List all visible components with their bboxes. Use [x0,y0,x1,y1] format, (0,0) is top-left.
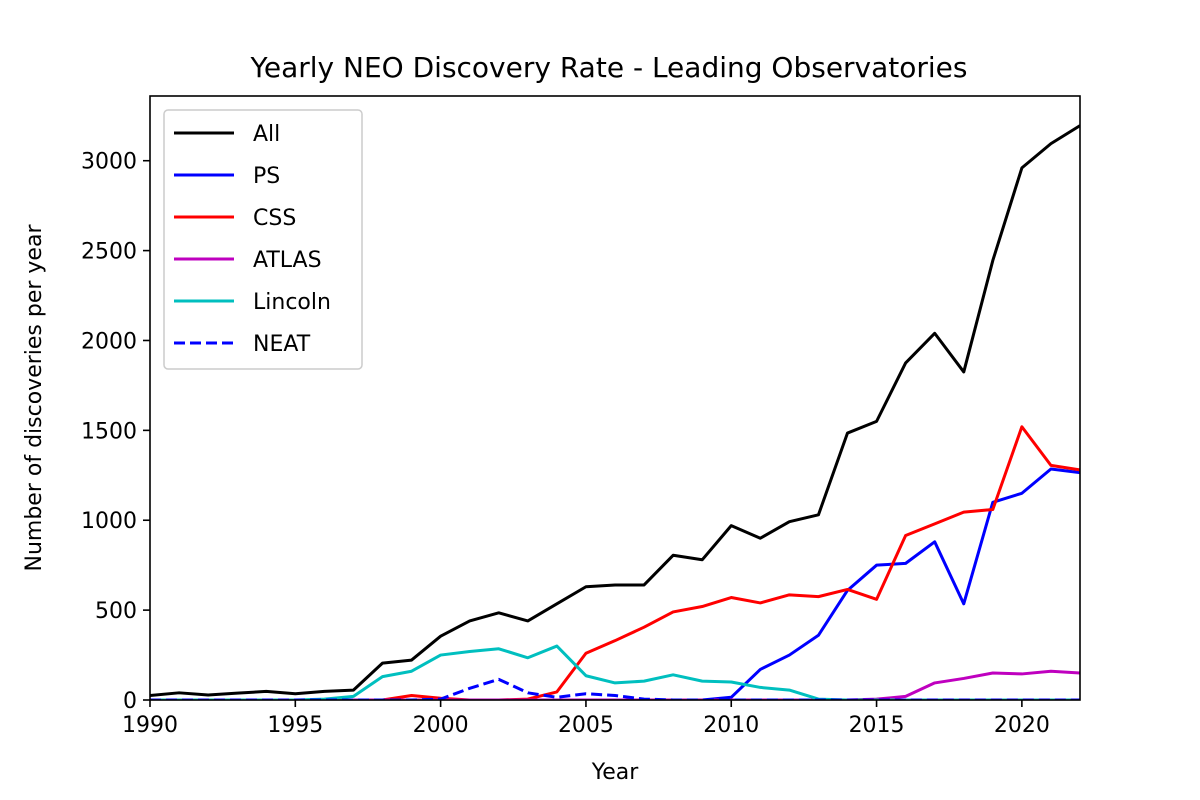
series-line-css [150,425,1080,700]
x-tick-label: 2000 [413,713,469,738]
y-axis: 0 500 1000 1500 2000 2500 3000 [81,150,150,714]
y-tick-label: 0 [123,689,137,714]
x-tick-label: 2015 [849,713,905,738]
x-tick-label: 2005 [558,713,614,738]
plot-area [149,95,1081,701]
legend-label-lincoln: Lincoln [253,290,331,315]
legend: All PS CSS ATLAS Lincoln NEAT [163,109,363,370]
x-tick-label: 1990 [122,713,178,738]
legend-label-all: All [253,122,280,147]
y-tick-label: 2500 [81,240,137,265]
axes-frame [149,95,1081,701]
x-axis: 1990 1995 2000 2005 2010 2015 2020 [122,700,1050,738]
y-tick-label: 1000 [81,509,137,534]
x-tick-label: 2010 [703,713,759,738]
x-tick-label: 2020 [994,713,1050,738]
chart-title: Yearly NEO Discovery Rate - Leading Obse… [250,51,968,84]
series-line-neat [150,677,1080,700]
legend-label-atlas: ATLAS [253,248,322,273]
x-tick-label: 1995 [267,713,323,738]
y-tick-label: 500 [95,599,137,624]
y-axis-title: Number of discoveries per year [22,224,47,572]
series-line-ps [150,467,1080,700]
legend-label-neat: NEAT [253,332,311,357]
y-tick-label: 1500 [81,419,137,444]
y-tick-label: 3000 [81,150,137,175]
x-axis-title: Year [591,760,640,785]
legend-label-css: CSS [253,206,296,231]
legend-box [163,109,363,370]
series-line-all [150,124,1080,697]
y-tick-label: 2000 [81,329,137,354]
legend-label-ps: PS [253,164,280,189]
legend-items: All PS CSS ATLAS Lincoln NEAT [174,122,331,357]
series-line-atlas [150,669,1080,700]
